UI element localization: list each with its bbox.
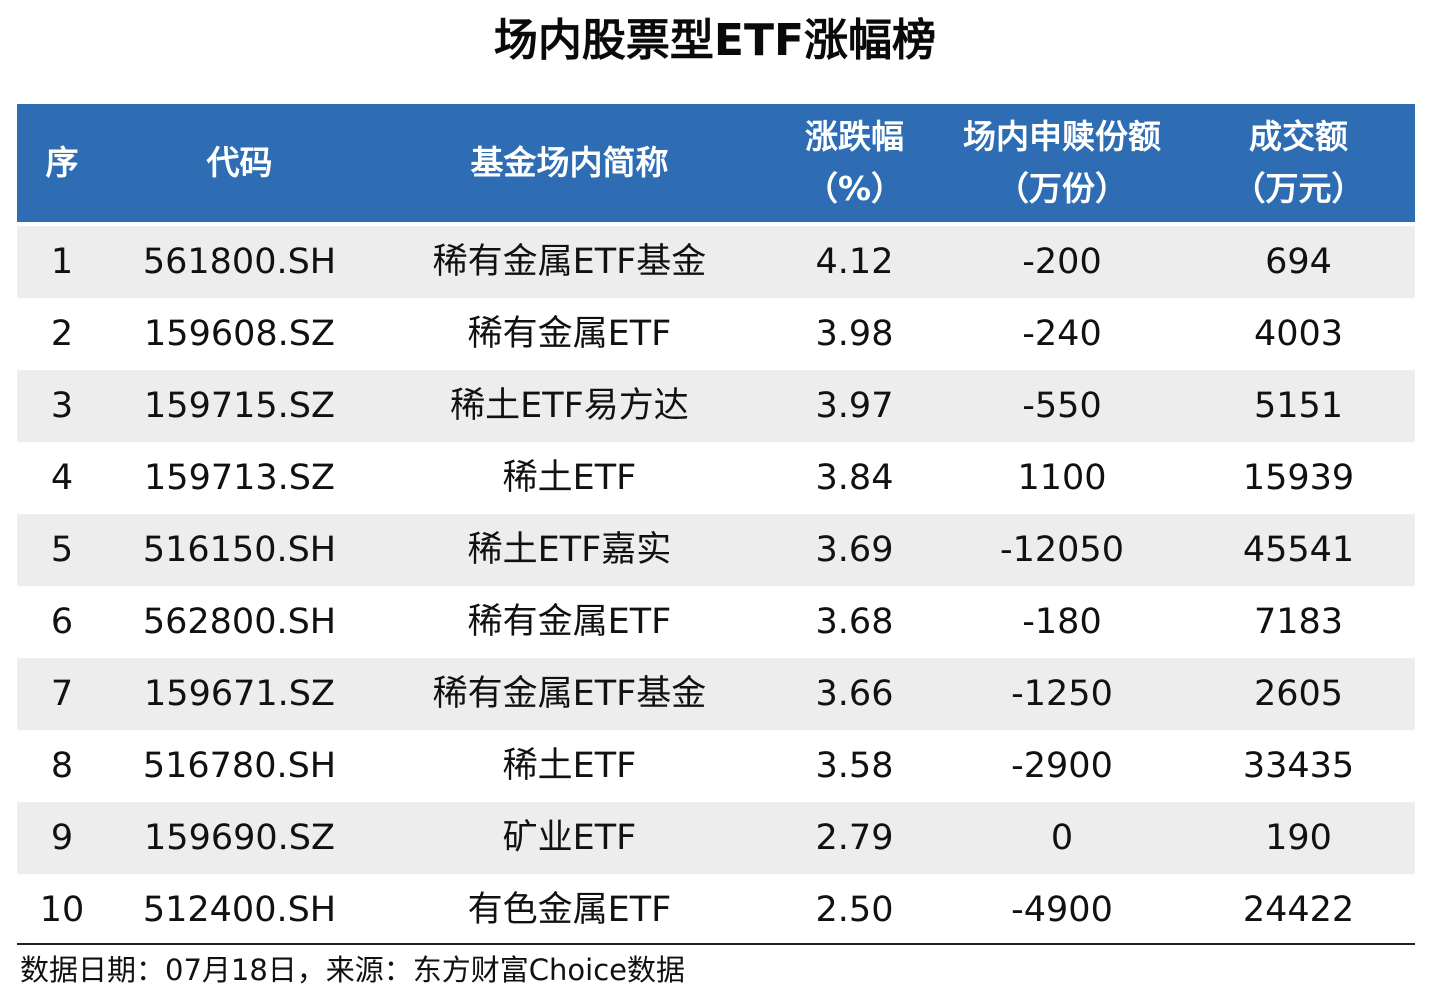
rank-cell: 5 [50,530,74,570]
table-row: 3 159715.SZ 稀土ETF易方达 3.97 -550 5151 [17,370,1415,442]
header-code-label: 代码 [206,143,273,182]
turnover-cell: 7183 [1253,602,1344,642]
rank-cell: 6 [50,602,74,642]
name-cell: 稀土ETF [502,458,637,498]
rank-cell: 9 [50,818,74,858]
code-cell: 516150.SH [142,530,337,570]
turnover-cell: 4003 [1253,314,1344,354]
etf-ranking-table: 序 代码 基金场内简称 涨跌幅 （%） 场内申赎份额 （万份） 成交额 （万元）… [17,104,1415,946]
code-cell: 516780.SH [142,746,337,786]
name-cell: 有色金属ETF [467,890,672,930]
header-turnover-unit: （万元） [1232,169,1365,208]
table-row: 9 159690.SZ 矿业ETF 2.79 0 190 [17,802,1415,874]
name-cell: 稀土ETF易方达 [450,386,689,426]
change-cell: 3.98 [815,314,894,354]
header-name-label: 基金场内简称 [470,143,669,182]
change-cell: 2.50 [815,890,894,930]
turnover-cell: 694 [1265,242,1332,282]
table-row: 7 159671.SZ 稀有金属ETF基金 3.66 -1250 2605 [17,658,1415,730]
table-row: 4 159713.SZ 稀土ETF 3.84 1100 15939 [17,442,1415,514]
change-cell: 3.68 [815,602,894,642]
header-rank: 序 [17,104,107,222]
table-row: 1 561800.SH 稀有金属ETF基金 4.12 -200 694 [17,226,1415,298]
turnover-cell: 2605 [1253,674,1344,714]
change-cell: 3.69 [815,530,894,570]
change-cell: 2.79 [815,818,894,858]
table-header: 序 代码 基金场内简称 涨跌幅 （%） 场内申赎份额 （万份） 成交额 （万元） [17,104,1415,226]
table-row: 8 516780.SH 稀土ETF 3.58 -2900 33435 [17,730,1415,802]
rank-cell: 2 [50,314,74,354]
header-code: 代码 [107,104,372,222]
code-cell: 159671.SZ [144,674,335,714]
units-cell: -4900 [1011,890,1113,930]
turnover-cell: 190 [1265,818,1332,858]
change-cell: 3.58 [815,746,894,786]
header-turnover: 成交额 （万元） [1182,104,1415,222]
rank-cell: 10 [39,890,85,930]
change-cell: 3.66 [815,674,894,714]
header-units-unit: （万份） [996,169,1128,208]
units-cell: -1250 [1011,674,1113,714]
header-change-unit: （%） [804,169,905,208]
header-turnover-label: 成交额 [1249,117,1348,156]
name-cell: 稀有金属ETF [467,314,672,354]
rank-cell: 3 [50,386,74,426]
header-units-label: 场内申赎份额 [963,117,1161,156]
name-cell: 稀有金属ETF基金 [432,242,707,282]
change-cell: 3.97 [815,386,894,426]
units-cell: -240 [1022,314,1102,354]
change-cell: 4.12 [815,242,894,282]
name-cell: 稀有金属ETF [467,602,672,642]
units-cell: -2900 [1011,746,1113,786]
header-units: 场内申赎份额 （万份） [942,104,1182,222]
table-bottom-rule [17,943,1415,945]
name-cell: 稀有金属ETF基金 [432,674,707,714]
table-row: 2 159608.SZ 稀有金属ETF 3.98 -240 4003 [17,298,1415,370]
header-change-label: 涨跌幅 [805,117,904,156]
table-row: 5 516150.SH 稀土ETF嘉实 3.69 -12050 45541 [17,514,1415,586]
table-row: 10 512400.SH 有色金属ETF 2.50 -4900 24422 [17,874,1415,946]
header-name: 基金场内简称 [372,104,767,222]
change-cell: 3.84 [815,458,894,498]
code-cell: 512400.SH [142,890,337,930]
turnover-cell: 24422 [1242,890,1355,930]
code-cell: 159690.SZ [144,818,335,858]
turnover-cell: 33435 [1242,746,1355,786]
units-cell: -200 [1022,242,1102,282]
code-cell: 561800.SH [142,242,337,282]
rank-cell: 8 [50,746,74,786]
header-rank-label: 序 [45,143,79,182]
code-cell: 159608.SZ [144,314,335,354]
source-footnote: 数据日期：07月18日，来源：东方财富Choice数据 [20,953,686,987]
units-cell: -180 [1022,602,1102,642]
name-cell: 矿业ETF [502,818,637,858]
units-cell: -550 [1022,386,1102,426]
turnover-cell: 45541 [1242,530,1355,570]
units-cell: 0 [1050,818,1074,858]
code-cell: 562800.SH [142,602,337,642]
turnover-cell: 5151 [1253,386,1344,426]
table-row: 6 562800.SH 稀有金属ETF 3.68 -180 7183 [17,586,1415,658]
rank-cell: 7 [50,674,74,714]
name-cell: 稀土ETF嘉实 [467,530,672,570]
rank-cell: 1 [50,242,74,282]
units-cell: 1100 [1017,458,1107,498]
name-cell: 稀土ETF [502,746,637,786]
turnover-cell: 15939 [1242,458,1355,498]
units-cell: -12050 [1000,530,1124,570]
header-change: 涨跌幅 （%） [767,104,942,222]
page-title: 场内股票型ETF涨幅榜 [493,15,937,66]
rank-cell: 4 [50,458,74,498]
code-cell: 159715.SZ [144,386,335,426]
code-cell: 159713.SZ [144,458,335,498]
